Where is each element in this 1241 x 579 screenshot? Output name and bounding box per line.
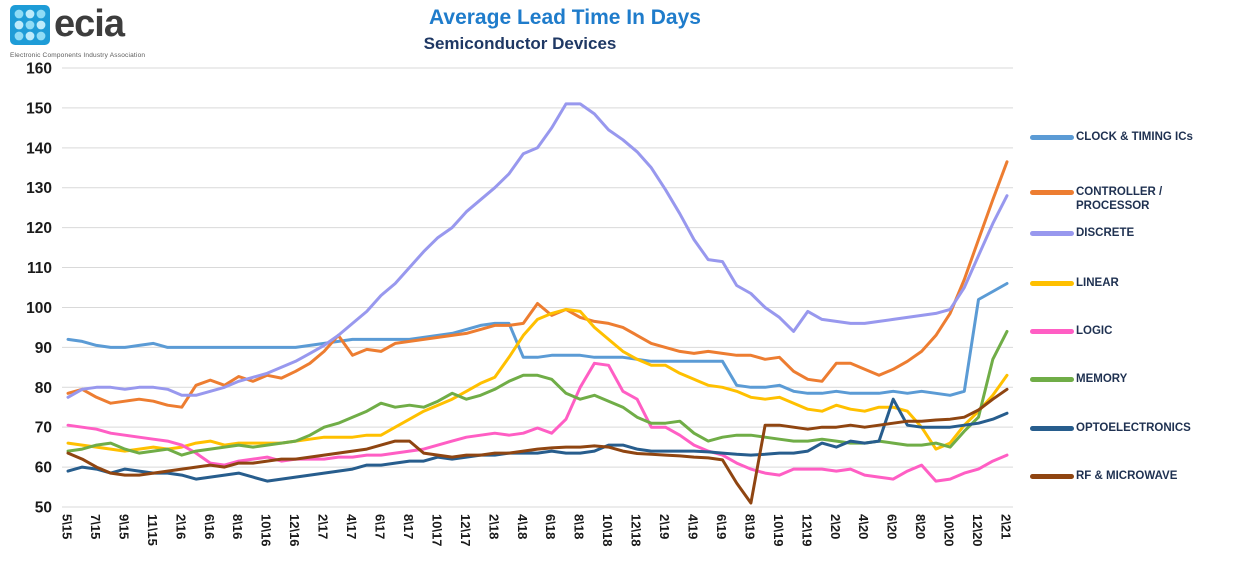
x-tick-label: 2\16	[173, 514, 188, 539]
legend-item-clock-timing-ics: CLOCK & TIMING ICs	[1030, 130, 1193, 144]
chart-header: Average Lead Time In Days Semiconductor …	[240, 6, 890, 54]
x-tick-label: 4\20	[856, 514, 871, 539]
x-tick-label: 9\15	[116, 514, 131, 539]
x-tick-label: 2\19	[657, 514, 672, 539]
y-tick-label: 70	[35, 420, 52, 437]
x-tick-label: 4\18	[515, 514, 530, 539]
legend-item-discrete: DISCRETE	[1030, 226, 1134, 240]
x-tick-label: 2\17	[316, 514, 331, 539]
legend-label-clock-timing-ics: CLOCK & TIMING ICs	[1076, 131, 1193, 143]
legend-swatch-memory	[1030, 377, 1074, 382]
legend-label-controller-processor: CONTROLLER / PROCESSOR	[1076, 186, 1163, 212]
legend-label-optoelectronics: OPTOELECTRONICS	[1076, 422, 1191, 434]
x-tick-label: 8\20	[913, 514, 928, 539]
legend-swatch-discrete	[1030, 231, 1074, 236]
series-line-memory	[66, 329, 1009, 457]
chart-title: Average Lead Time In Days	[429, 6, 701, 29]
y-tick-label: 160	[26, 61, 52, 78]
x-tick-label: 10\20	[942, 514, 957, 547]
legend-item-optoelectronics: OPTOELECTRONICS	[1030, 421, 1191, 435]
x-tick-label: 11\15	[145, 514, 160, 546]
series-line-linear	[66, 307, 1009, 453]
x-tick-label: 12\17	[458, 514, 473, 547]
x-tick-label: 6\20	[885, 514, 900, 539]
legend-swatch-clock-timing-ics	[1030, 135, 1074, 140]
legend-label-linear: LINEAR	[1076, 277, 1119, 289]
x-tick-label: 5\15	[60, 514, 75, 539]
y-tick-label: 120	[26, 220, 52, 237]
x-tick-label: 6\19	[714, 514, 729, 539]
legend-swatch-linear	[1030, 281, 1074, 286]
legend-label-discrete: DISCRETE	[1076, 227, 1135, 239]
legend-item-linear: LINEAR	[1030, 276, 1119, 290]
chart-subtitle: Semiconductor Devices	[423, 34, 617, 53]
legend-item-logic: LOGIC	[1030, 324, 1112, 338]
ecia-logo: ecia Electronic Components Industry Asso…	[10, 5, 210, 59]
x-tick-label: 2\18	[486, 514, 501, 539]
legend-label-logic: LOGIC	[1076, 325, 1113, 337]
y-tick-label: 140	[26, 140, 52, 157]
chart-legend: CLOCK & TIMING ICs CONTROLLER / PROCESSOR…	[1030, 0, 1240, 579]
legend-swatch-rf-microwave	[1030, 474, 1074, 479]
series-line-controller-processor	[66, 160, 1009, 409]
logo-tagline: Electronic Components Industry Associati…	[10, 52, 146, 59]
y-axis-labels: 50 60 70 80 90 100 110 120 130 140 150 160	[26, 61, 52, 517]
x-tick-label: 8\18	[572, 514, 587, 539]
x-tick-label: 12\18	[629, 514, 644, 547]
series-line-logic	[66, 361, 1009, 483]
legend-swatch-logic	[1030, 329, 1074, 334]
x-tick-label: 12\16	[287, 514, 302, 547]
legend-item-memory: MEMORY	[1030, 372, 1127, 386]
x-tick-label: 10\18	[600, 514, 615, 547]
x-tick-label: 2\21	[999, 514, 1014, 539]
ecia-logo-icon	[10, 5, 50, 50]
y-tick-label: 90	[35, 340, 52, 357]
x-tick-label: 10\16	[259, 514, 274, 547]
x-axis-tick-labels: 5\15 7\15 9\15 11\15 2\16 6\16 8\16 10\16 12\16 2…	[60, 514, 1014, 547]
x-tick-label: 12\20	[970, 514, 985, 547]
series-line-clock-timing-ics	[66, 282, 1009, 397]
y-tick-label: 80	[35, 380, 52, 397]
legend-item-rf-microwave: RF & MICROWAVE	[1030, 469, 1177, 483]
x-tick-label: 4\17	[344, 514, 359, 539]
legend-swatch-optoelectronics	[1030, 426, 1074, 431]
x-tick-label: 4\19	[686, 514, 701, 539]
y-tick-label: 100	[26, 300, 52, 317]
y-tick-label: 110	[27, 260, 52, 277]
y-tick-label: 50	[35, 500, 52, 517]
y-tick-label: 130	[26, 180, 52, 197]
x-tick-label: 2\20	[828, 514, 843, 539]
series-line-rf-microwave	[66, 387, 1009, 505]
x-tick-label: 10\19	[771, 514, 786, 547]
y-tick-label: 150	[26, 100, 52, 117]
x-tick-label: 6\16	[202, 514, 217, 539]
x-tick-label: 10\17	[429, 514, 444, 547]
x-tick-label: 6\18	[543, 514, 558, 539]
x-tick-label: 8\17	[401, 514, 416, 539]
x-tick-label: 7\15	[88, 514, 103, 539]
x-tick-label: 8\19	[742, 514, 757, 539]
x-tick-label: 12\19	[799, 514, 814, 547]
legend-item-controller-processor: CONTROLLER / PROCESSOR	[1030, 185, 1226, 213]
y-tick-label: 60	[35, 460, 52, 477]
series-line-discrete	[66, 102, 1009, 399]
x-tick-label: 8\16	[230, 514, 245, 539]
logo-brand-text: ecia	[54, 3, 125, 45]
series-line-optoelectronics	[66, 397, 1009, 483]
x-tick-label: 6\17	[373, 514, 388, 539]
legend-label-rf-microwave: RF & MICROWAVE	[1076, 470, 1178, 482]
legend-label-memory: MEMORY	[1076, 373, 1128, 385]
legend-swatch-controller-processor	[1030, 190, 1074, 195]
